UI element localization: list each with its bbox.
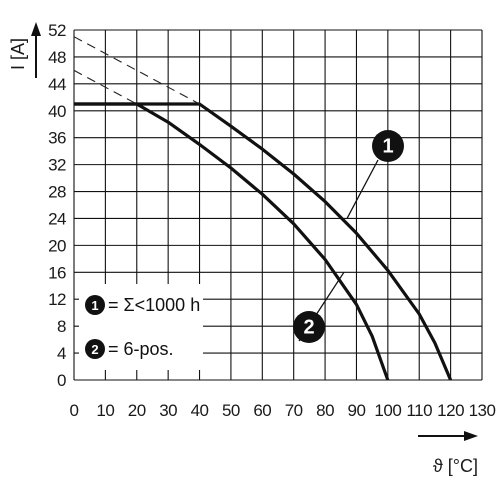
- x-tick-label: 130: [469, 401, 496, 420]
- annotation-badge-1-circle: [372, 130, 404, 162]
- y-tick-label: 48: [48, 48, 66, 67]
- annotation-badge-2-number: 2: [303, 317, 314, 339]
- y-tick-label: 8: [57, 317, 66, 336]
- y-tick-label: 36: [48, 129, 66, 148]
- legend-badge-1-circle: [85, 295, 105, 315]
- x-tick-label: 120: [437, 401, 464, 420]
- legend-badge-2-circle: [85, 339, 105, 359]
- y-tick-label: 32: [48, 156, 66, 175]
- x-tick-label: 30: [159, 401, 177, 420]
- x-tick-label: 40: [191, 401, 209, 420]
- grid-lines: [73, 29, 483, 381]
- y-tick-label: 0: [57, 371, 66, 390]
- legend-badge-1: 1: [85, 295, 105, 315]
- legend-badge-2-number: 2: [91, 342, 98, 357]
- annotation-badge-2-circle: [293, 311, 325, 343]
- x-axis-title: ϑ [°C]: [433, 456, 478, 476]
- legend-label: = 6-pos.: [108, 339, 174, 359]
- series-curve-2: [74, 102, 390, 381]
- x-tick-label: 0: [70, 401, 79, 420]
- annotation-badge-1-number: 1: [382, 136, 393, 158]
- x-tick-label: 10: [96, 401, 114, 420]
- x-tick-labels: 0 10 20 30 40 50 60 70 80 90 100 110 120 130: [70, 401, 496, 420]
- x-tick-label: 70: [285, 401, 303, 420]
- x-tick-label: 110: [406, 401, 432, 420]
- y-tick-label: 24: [48, 209, 66, 228]
- annotation-leader-1: [346, 159, 379, 219]
- series-curve-1: [74, 102, 453, 381]
- legend-badge-2: 2: [85, 339, 105, 359]
- x-tick-label: 100: [374, 401, 401, 420]
- annotation-badge-1: 1: [372, 130, 404, 162]
- y-tick-label: 20: [48, 236, 66, 255]
- legend-badge-1-number: 1: [91, 298, 98, 313]
- x-tick-label: 20: [128, 401, 146, 420]
- annotation-badge-2: 2: [293, 311, 325, 343]
- y-tick-label: 4: [57, 344, 66, 363]
- x-tick-label: 50: [222, 401, 240, 420]
- y-axis-title: I [A]: [8, 38, 28, 70]
- y-tick-label: 28: [48, 183, 66, 202]
- y-tick-label: 40: [48, 102, 66, 121]
- y-tick-label: 16: [48, 263, 66, 282]
- x-tick-label: 80: [316, 401, 334, 420]
- x-tick-label: 60: [253, 401, 271, 420]
- y-axis-arrow-head: [31, 22, 41, 36]
- dashed-extension-line-3: [73, 69, 138, 105]
- y-tick-label: 52: [48, 21, 66, 40]
- x-axis-arrow-head: [464, 431, 478, 441]
- legend-label: = Σ<1000 h: [108, 295, 200, 315]
- y-tick-label: 12: [48, 290, 66, 309]
- x-tick-label: 90: [348, 401, 366, 420]
- dashed-extension-line-2: [73, 36, 200, 105]
- y-tick-label: 44: [48, 75, 66, 94]
